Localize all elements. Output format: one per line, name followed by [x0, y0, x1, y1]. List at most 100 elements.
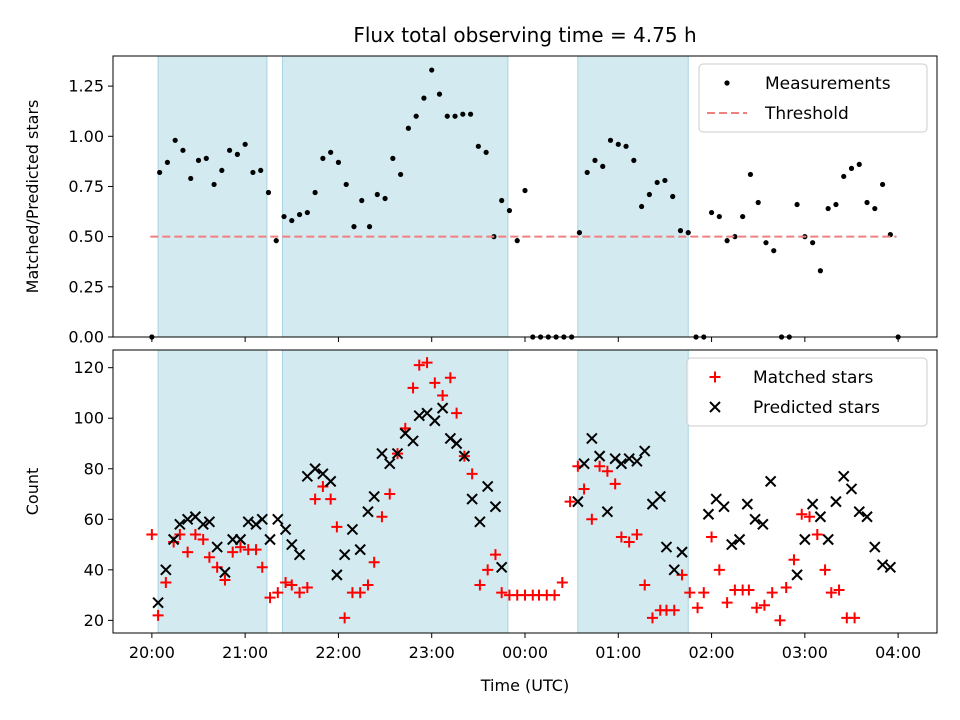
- matched-point: [586, 513, 598, 525]
- measurement-point: [390, 155, 396, 161]
- predicted-point: [726, 538, 738, 551]
- measurement-point: [771, 248, 777, 254]
- measurement-point: [755, 199, 761, 206]
- predicted-point: [623, 452, 635, 465]
- predicted-point: [830, 495, 842, 508]
- matched-point: [804, 511, 816, 523]
- legend-marker: [709, 401, 721, 413]
- measurement-point: [366, 224, 373, 230]
- matched-point: [174, 528, 186, 540]
- predicted-point: [174, 518, 186, 531]
- measurement-point: [615, 141, 621, 147]
- predicted-point: [733, 533, 746, 546]
- measurement-point: [296, 211, 303, 218]
- matched-point: [758, 599, 770, 611]
- measurement-point: [180, 147, 186, 153]
- measurement-point: [872, 205, 878, 212]
- measurement-point: [172, 137, 178, 143]
- measurement-point: [429, 67, 435, 73]
- observing-window-1-1: [282, 350, 508, 633]
- matched-point: [774, 614, 786, 626]
- legend-box: [686, 357, 928, 427]
- predicted-point: [331, 569, 343, 581]
- measurement-point: [600, 163, 606, 169]
- measurement-point: [398, 171, 404, 178]
- measurement-point: [810, 240, 816, 246]
- matched-point: [407, 382, 419, 394]
- predicted-point: [757, 518, 769, 531]
- y-tick-label: 100: [73, 409, 104, 428]
- measurement-point: [654, 179, 660, 186]
- matched-point: [437, 389, 449, 401]
- top-panel: 0.00 0.25 0.50 0.75 1.00 1.25 Matched/Predicte…: [23, 55, 938, 347]
- measurement-point: [382, 195, 388, 202]
- matched-point: [384, 488, 396, 500]
- measurement-point: [460, 111, 466, 117]
- measurement-point: [436, 91, 443, 97]
- measurement-point: [164, 159, 171, 165]
- predicted-point: [436, 402, 449, 414]
- measurement-point: [258, 167, 264, 174]
- predicted-point: [814, 511, 827, 523]
- matched-point: [780, 582, 792, 594]
- matched-point: [203, 551, 215, 563]
- y-tick-label: 1.25: [68, 77, 104, 96]
- matched-point: [354, 587, 366, 599]
- measurement-point: [273, 238, 279, 244]
- predicted-point: [639, 445, 651, 457]
- y-tick-label: 40: [84, 560, 104, 579]
- measurement-point: [405, 125, 411, 131]
- predicted-point: [466, 493, 478, 505]
- predicted-point: [256, 513, 268, 526]
- measurement-point: [763, 240, 769, 246]
- matched-point: [833, 584, 845, 596]
- measurement-point: [506, 207, 513, 214]
- predicted-point: [845, 483, 858, 495]
- predicted-point: [354, 543, 366, 556]
- measurement-point: [592, 157, 598, 163]
- predicted-point: [413, 409, 425, 422]
- predicted-point: [362, 506, 374, 518]
- matched-point: [849, 612, 861, 624]
- measurement-point: [312, 189, 318, 196]
- measurement-point: [359, 197, 365, 204]
- chart-title: Flux total observing time = 4.75 h: [353, 23, 696, 47]
- measurement-point: [452, 113, 458, 119]
- y-tick-label: 20: [84, 611, 104, 630]
- matched-point: [698, 587, 710, 599]
- predicted-point: [741, 498, 754, 510]
- measurement-point: [289, 217, 295, 224]
- x-tick-label: 03:00: [782, 643, 828, 662]
- x-tick-label: 21:00: [222, 643, 268, 662]
- predicted-point: [429, 415, 441, 427]
- x-tick-label: 20:00: [129, 643, 175, 662]
- matched-point: [692, 602, 704, 614]
- y-axis-label: Count: [23, 468, 42, 516]
- matched-point: [609, 478, 621, 490]
- predicted-point: [407, 435, 419, 447]
- measurement-point: [328, 149, 334, 155]
- measurement-point: [444, 113, 450, 119]
- observing-window-1-2: [577, 350, 689, 633]
- matched-point: [286, 579, 298, 591]
- measurement-point: [732, 234, 738, 240]
- measurement-point: [631, 157, 637, 163]
- y-tick-label: 80: [84, 459, 104, 478]
- predicted-point: [309, 463, 321, 475]
- measurement-point: [343, 181, 349, 188]
- measurement-point: [320, 155, 326, 161]
- measurement-point: [740, 213, 746, 220]
- measurement-point: [639, 203, 645, 210]
- matched-point: [482, 564, 494, 576]
- matched-point: [444, 372, 456, 384]
- x-tick-label: 22:00: [315, 643, 361, 662]
- predicted-point: [495, 561, 508, 574]
- matched-point: [250, 544, 262, 556]
- measurement-point: [685, 230, 691, 236]
- predicted-point: [660, 541, 673, 553]
- predicted-point: [211, 541, 223, 553]
- measurement-point: [623, 143, 629, 149]
- matched-point: [451, 407, 463, 419]
- predicted-point: [481, 480, 494, 493]
- predicted-point: [806, 498, 819, 510]
